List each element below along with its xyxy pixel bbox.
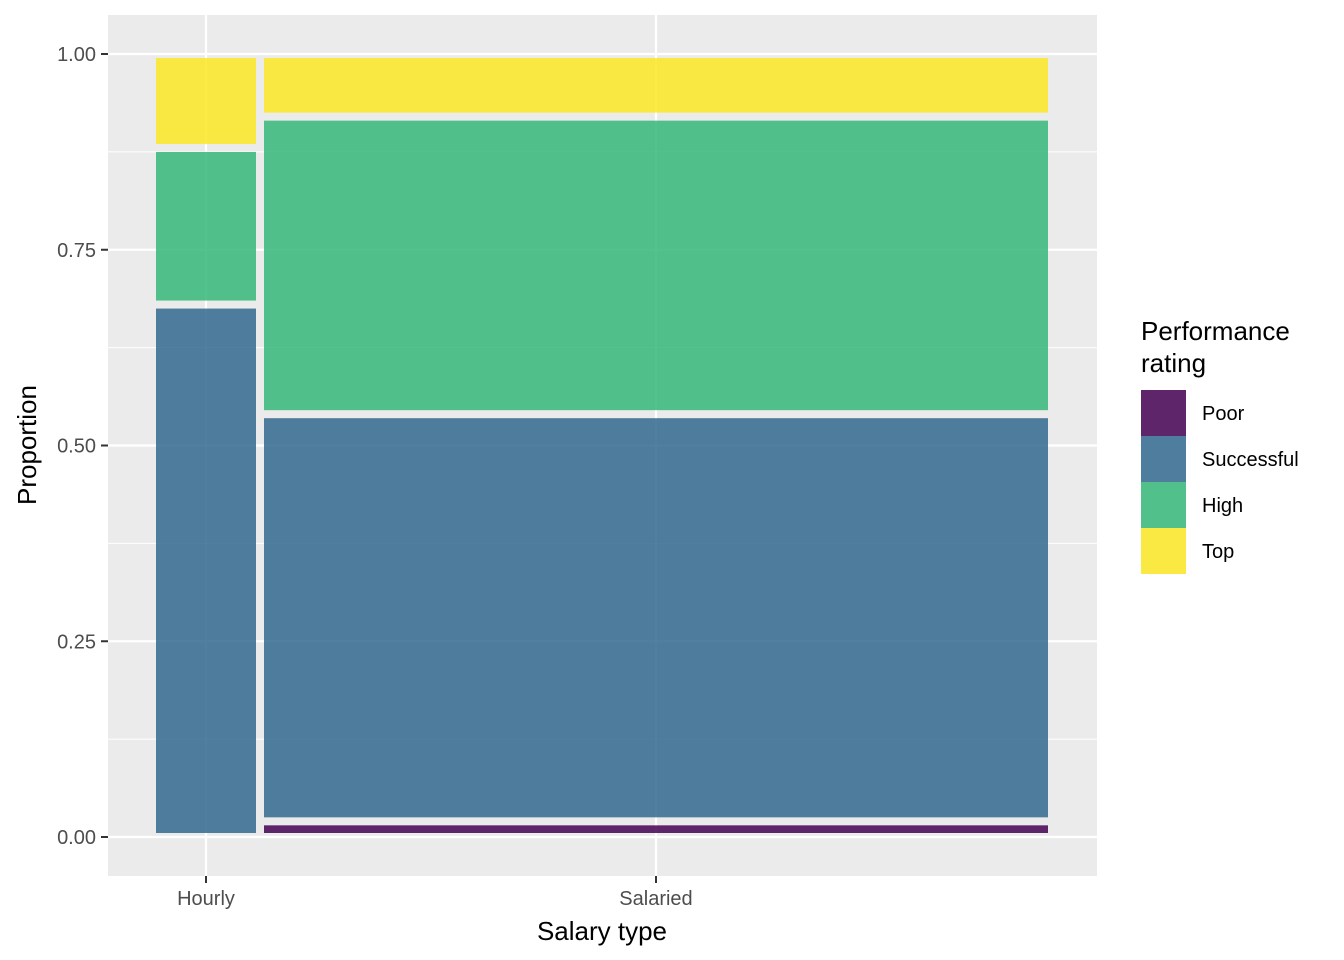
tile-layer [156, 58, 1048, 833]
legend: Performance rating Poor Successful High Top [1141, 316, 1299, 574]
y-tick-label: 0.00 [57, 827, 96, 849]
x-tick-label: Salaried [619, 888, 692, 910]
legend-title-line-2: rating [1141, 348, 1206, 378]
legend-swatch-poor [1141, 390, 1186, 436]
axis-layer: 0.00 0.25 0.50 0.75 1.00 Hourly Salaried [57, 44, 693, 910]
legend-label-successful: Successful [1202, 449, 1299, 471]
y-tick-label: 1.00 [57, 44, 96, 66]
y-axis-title: Proportion [12, 385, 42, 505]
y-tick-label: 0.75 [57, 240, 96, 262]
legend-title-line-1: Performance [1141, 316, 1290, 346]
tile-top-hourly [156, 58, 256, 144]
x-axis-title: Salary type [537, 916, 667, 946]
legend-swatch-high [1141, 482, 1186, 528]
legend-label-poor: Poor [1202, 403, 1245, 425]
y-tick-label: 0.25 [57, 631, 96, 653]
tile-high-salaried [264, 120, 1048, 411]
y-tick-label: 0.50 [57, 436, 96, 458]
legend-title: Performance rating [1141, 316, 1297, 378]
legend-swatch-successful [1141, 436, 1186, 482]
legend-items: Poor Successful High Top [1141, 390, 1299, 574]
tile-top-salaried [264, 58, 1048, 113]
tile-successful-hourly [156, 308, 256, 833]
legend-swatch-top [1141, 528, 1186, 574]
tile-successful-salaried [264, 418, 1048, 818]
x-tick-label: Hourly [177, 888, 235, 910]
legend-label-top: Top [1202, 541, 1234, 563]
tile-poor-salaried [264, 825, 1048, 833]
legend-label-high: High [1202, 495, 1243, 517]
tile-high-hourly [156, 151, 256, 301]
